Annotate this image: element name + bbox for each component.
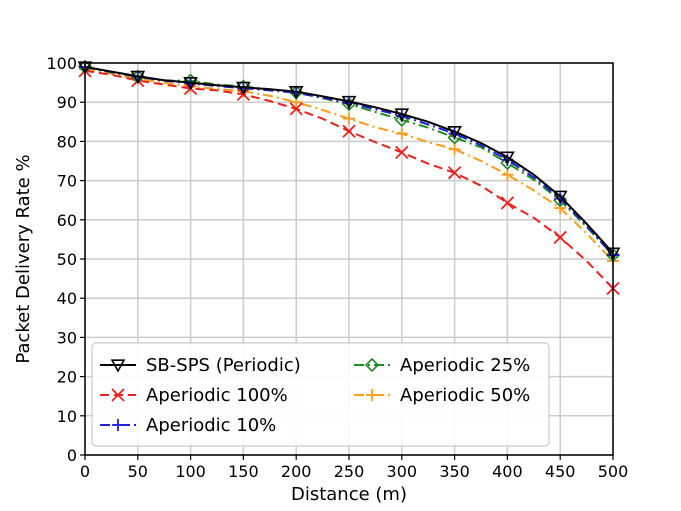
y-tick-label: 90 (57, 93, 77, 112)
legend-label: Aperiodic 25% (400, 355, 530, 376)
x-tick-label: 50 (128, 462, 148, 481)
x-tick-label: 400 (492, 462, 523, 481)
series-line (84, 65, 614, 254)
y-tick-label: 10 (57, 407, 77, 426)
data-point (183, 77, 198, 91)
series-0 (77, 61, 621, 261)
x-axis-label: Distance (m) (291, 484, 407, 505)
data-point (447, 126, 462, 140)
legend-marker (112, 419, 124, 431)
ticks: 0 50 100 150 200 250 300 350 400 450 500 0 10 20 30 40 5… (46, 54, 628, 481)
legend-label: Aperiodic 100% (146, 385, 288, 406)
data-point (341, 95, 357, 110)
legend-marker (366, 389, 378, 401)
data-point (500, 151, 515, 165)
data-point (395, 145, 409, 160)
y-tick-label: 70 (57, 172, 77, 191)
y-tick-label: 40 (57, 289, 77, 308)
x-tick-label: 150 (228, 462, 259, 481)
data-point (447, 166, 462, 180)
x-tick-label: 500 (598, 462, 629, 481)
legend-label: Aperiodic 10% (146, 415, 276, 436)
legend-item: SB-SPS (Periodic) (100, 355, 301, 376)
x-tick-label: 200 (281, 462, 312, 481)
y-tick-label: 30 (57, 328, 77, 347)
legend-box (91, 342, 550, 447)
data-point (500, 196, 515, 210)
legend-item: Aperiodic 50% (354, 385, 530, 406)
y-tick-label: 100 (46, 54, 77, 73)
y-tick-label: 0 (67, 446, 77, 465)
y-axis-label: Packet Delivery Rate % (13, 154, 34, 363)
x-tick-label: 100 (175, 462, 206, 481)
data-point (77, 61, 93, 75)
data-point (288, 86, 304, 100)
data-point (501, 168, 514, 181)
data-point (289, 102, 303, 116)
y-tick-label: 20 (57, 368, 77, 387)
data-point (552, 190, 568, 204)
x-tick-label: 300 (387, 462, 418, 481)
data-point (448, 143, 461, 156)
legend: SB-SPS (Periodic) Aperiodic 100% Aperiodic… (91, 342, 550, 447)
data-point (236, 81, 251, 95)
x-tick-label: 0 (80, 462, 90, 481)
legend-label: Aperiodic 50% (400, 385, 530, 406)
x-tick-label: 450 (545, 462, 576, 481)
y-tick-label: 50 (57, 250, 77, 269)
data-point (343, 112, 355, 125)
legend-marker (110, 359, 126, 373)
x-tick-label: 350 (439, 462, 470, 481)
legend-item: Aperiodic 10% (100, 415, 276, 436)
legend-marker (111, 388, 125, 402)
legend-item: Aperiodic 100% (100, 385, 288, 406)
y-tick-label: 60 (57, 211, 77, 230)
series-layer (77, 59, 621, 296)
data-point (395, 127, 408, 140)
legend-item: Aperiodic 25% (354, 355, 530, 376)
data-point (394, 108, 410, 122)
data-point (130, 70, 146, 84)
x-tick-label: 250 (334, 462, 365, 481)
y-tick-label: 80 (57, 132, 77, 151)
data-point (342, 124, 356, 138)
legend-marker (364, 357, 380, 373)
legend-label: SB-SPS (Periodic) (146, 355, 301, 376)
data-point (553, 230, 567, 245)
